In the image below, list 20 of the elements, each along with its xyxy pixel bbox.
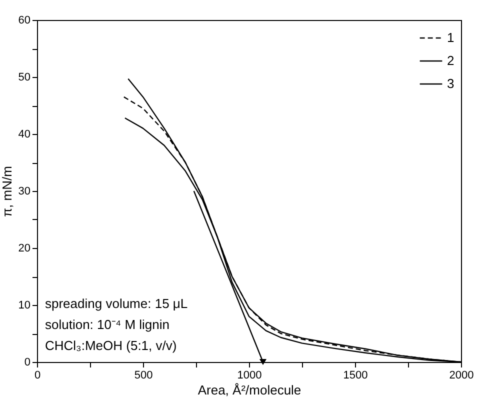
x-axis-title: Area, Å²/molecule	[198, 382, 302, 398]
y-tick-label: 30	[18, 186, 30, 198]
y-tick-label: 20	[18, 242, 30, 254]
x-tick-label: 2000	[449, 370, 474, 382]
legend-label: 1	[447, 30, 454, 45]
x-tick-label: 1500	[343, 370, 368, 382]
y-tick-label: 0	[24, 356, 30, 368]
y-tick-label: 10	[18, 300, 30, 312]
y-tick-label: 60	[18, 14, 30, 26]
legend-label: 2	[447, 53, 454, 68]
legend-label: 3	[447, 76, 454, 91]
x-tick-label: 0	[34, 370, 41, 382]
y-axis-title: π, mN/m	[0, 166, 14, 217]
annotation: CHCl₃:MeOH (5:1, v/v)	[45, 338, 177, 353]
y-tick-label: 50	[18, 72, 30, 84]
x-tick-label: 500	[134, 370, 153, 382]
y-tick-label: 40	[18, 128, 30, 140]
annotation: spreading volume: 15 μL	[45, 296, 188, 311]
annotation: solution: 10⁻⁴ M lignin	[45, 317, 170, 332]
x-tick-label: 1000	[237, 370, 262, 382]
